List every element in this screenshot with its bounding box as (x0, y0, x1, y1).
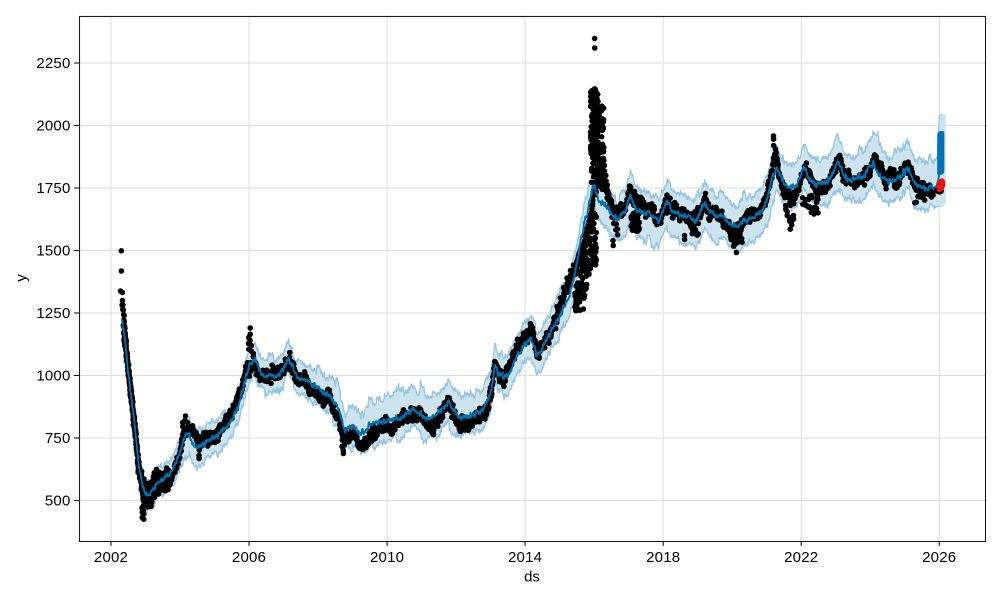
svg-text:1750: 1750 (36, 180, 70, 197)
svg-text:1000: 1000 (36, 368, 70, 385)
svg-text:2014: 2014 (508, 549, 542, 566)
svg-text:y: y (13, 274, 30, 282)
svg-text:2002: 2002 (94, 549, 128, 566)
svg-text:1250: 1250 (36, 305, 70, 322)
svg-text:2018: 2018 (646, 549, 680, 566)
svg-text:750: 750 (45, 430, 71, 447)
svg-text:2010: 2010 (370, 549, 404, 566)
svg-text:2000: 2000 (36, 118, 70, 135)
svg-text:500: 500 (45, 493, 71, 510)
svg-text:2026: 2026 (922, 549, 956, 566)
svg-text:2250: 2250 (36, 55, 70, 72)
svg-text:2022: 2022 (784, 549, 818, 566)
svg-text:ds: ds (524, 569, 540, 586)
svg-text:1500: 1500 (36, 243, 70, 260)
svg-text:2006: 2006 (232, 549, 266, 566)
